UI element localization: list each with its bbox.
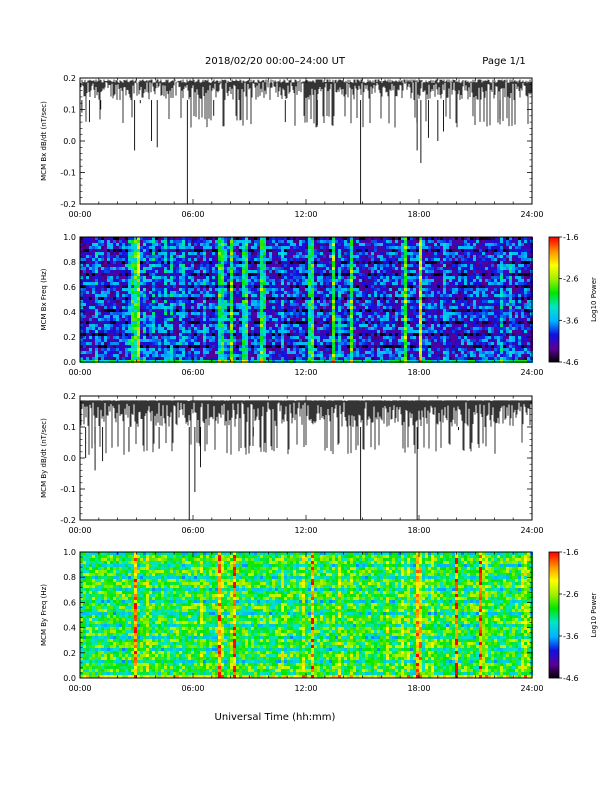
y-tick-label: 0.8	[63, 258, 76, 267]
y-tick-label: 0.6	[63, 283, 76, 292]
y-axis-label: MCM Bx Freq (Hz)	[40, 268, 48, 330]
y-tick-label: 0.2	[63, 333, 76, 342]
x-tick-label: 06:00	[181, 526, 204, 535]
x-tick-label: 18:00	[407, 526, 430, 535]
y-tick-label: 0.2	[63, 74, 76, 83]
x-tick-label: 18:00	[407, 368, 430, 377]
x-tick-label: 00:00	[68, 368, 91, 377]
colorbar-tick-label: -3.6	[563, 632, 579, 641]
panel-4: -1.6 -2.6 -3.6 -4.6 Log10 Power 1.0 0.8 0.6 0.4 0…	[40, 548, 598, 693]
heatmap-cells	[80, 552, 533, 678]
colorbar-tick-label: -2.6	[563, 590, 579, 599]
x-tick-label: 24:00	[520, 210, 543, 219]
heatmap-cells	[80, 237, 533, 363]
colorbar: -1.6 -2.6 -3.6 -4.6 Log10 Power	[548, 548, 598, 683]
colorbar-tick-label: -2.6	[563, 275, 579, 284]
y-tick-label: 1.0	[63, 548, 76, 557]
x-tick-label: 06:00	[181, 368, 204, 377]
y-axis-label: MCM By Freq (Hz)	[40, 584, 48, 646]
x-tick-label: 12:00	[294, 526, 317, 535]
y-tick-label: 0.0	[63, 358, 76, 367]
y-tick-label: 0.1	[63, 423, 76, 432]
colorbar-label: Log10 Power	[590, 592, 598, 637]
y-tick-label: 0.0	[63, 674, 76, 683]
panel-1: 0.2 0.1 0.0 -0.1 -0.200:00 06:00 12:00 18:00 24:…	[40, 74, 544, 219]
y-tick-label: 0.0	[63, 137, 76, 146]
panels: 0.20.10.0-0.1-0.200:00 06:00 12:00 18:00 24:…	[40, 74, 598, 693]
panel-2: -1.6 -2.6 -3.6 -4.6 Log10 Power 1.0 0.8 0.6 0.4 0…	[40, 233, 598, 377]
x-tick-label: 24:00	[520, 684, 543, 693]
y-tick-label: 0.1	[63, 106, 76, 115]
colorbar-label: Log10 Power	[590, 277, 598, 322]
figure-title: 2018/02/20 00:00–24:00 UT	[205, 56, 346, 67]
colorbar-tick-label: -4.6	[563, 358, 579, 367]
x-tick-label: 12:00	[294, 368, 317, 377]
colorbar-tick-label: -1.6	[563, 233, 579, 242]
x-tick-label: 18:00	[407, 210, 430, 219]
y-tick-label: -0.2	[60, 200, 76, 209]
page-indicator: Page 1/1	[482, 56, 525, 67]
y-tick-label: 1.0	[63, 233, 76, 242]
trace	[79, 79, 532, 204]
y-tick-label: 0.4	[63, 308, 76, 317]
y-tick-label: -0.1	[60, 169, 76, 178]
y-tick-label: 0.0	[63, 454, 76, 463]
y-axis-label: MCM By dB/dt (nT/sec)	[40, 418, 48, 498]
y-tick-label: 0.2	[63, 649, 76, 658]
y-tick-label: 0.4	[63, 624, 76, 633]
y-axis-label: MCM Bx dB/dt (nT/sec)	[40, 101, 48, 181]
x-tick-label: 24:00	[520, 526, 543, 535]
colorbar: -1.6 -2.6 -3.6 -4.6 Log10 Power	[548, 233, 598, 367]
y-tick-label: -0.2	[60, 516, 76, 525]
x-tick-label: 18:00	[407, 684, 430, 693]
y-tick-label: 0.2	[63, 392, 76, 401]
x-tick-label: 00:00	[68, 210, 91, 219]
x-tick-label: 06:00	[181, 684, 204, 693]
x-tick-label: 12:00	[294, 684, 317, 693]
x-tick-label: 06:00	[181, 210, 204, 219]
x-axis-title: Universal Time (hh:mm)	[215, 712, 336, 723]
x-tick-label: 00:00	[68, 526, 91, 535]
y-tick-label: -0.1	[60, 485, 76, 494]
x-tick-label: 24:00	[520, 368, 543, 377]
colorbar-tick-label: -3.6	[563, 316, 579, 325]
panel-3: 0.2 0.1 0.0 -0.1 -0.200:00 06:00 12:00 18:00 24:…	[40, 392, 544, 535]
y-tick-label: 0.8	[63, 573, 76, 582]
colorbar-tick-label: -1.6	[563, 548, 579, 557]
colorbar-tick-label: -4.6	[563, 674, 579, 683]
x-tick-label: 00:00	[68, 684, 91, 693]
y-tick-label: 0.6	[63, 598, 76, 607]
trace	[79, 400, 532, 520]
x-tick-label: 12:00	[294, 210, 317, 219]
